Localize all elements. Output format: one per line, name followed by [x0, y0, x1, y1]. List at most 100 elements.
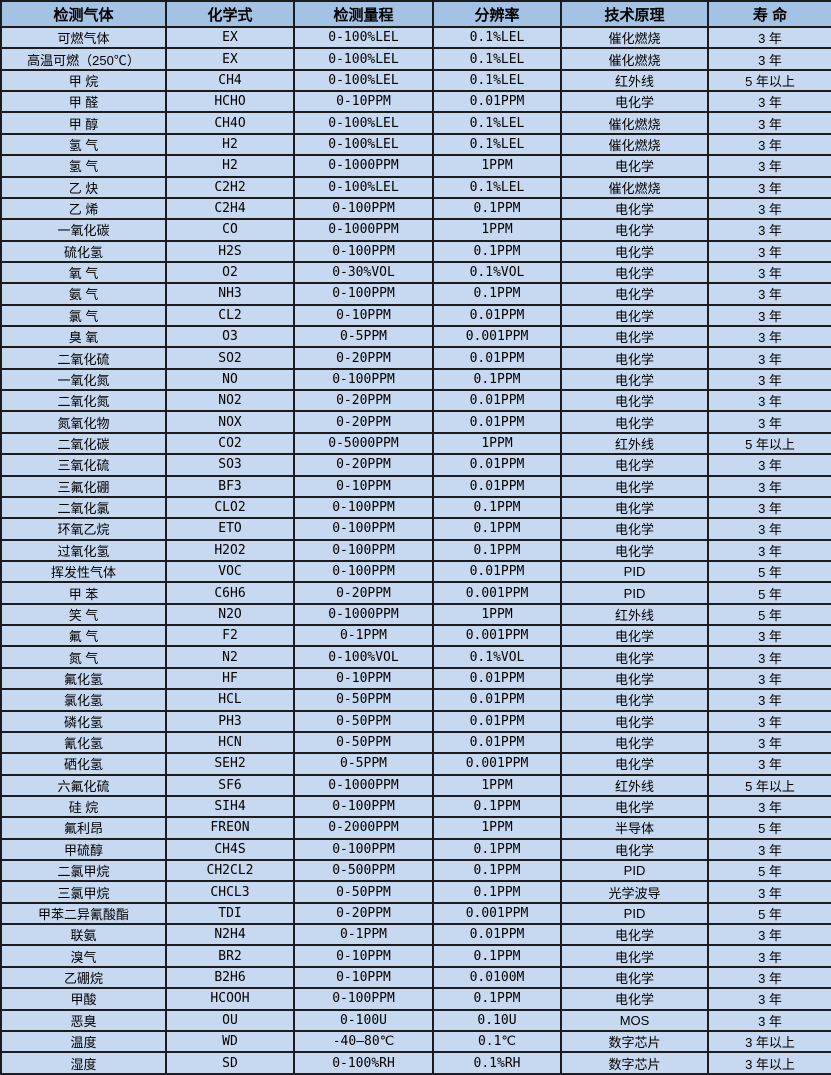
- cell-formula: SO3: [165, 453, 295, 477]
- cell-life: 3 年: [707, 538, 831, 563]
- cell-range: 0-100PPM: [293, 282, 434, 306]
- cell-tech: 电化学: [560, 752, 709, 776]
- cell-formula: CL2: [165, 303, 295, 328]
- cell-gas: 挥发性气体: [0, 559, 167, 584]
- cell-gas: 氟 气: [0, 624, 167, 648]
- cell-res: 1PPM: [432, 218, 562, 242]
- cell-range: 0-5PPM: [293, 325, 434, 349]
- cell-life: 3 年: [707, 410, 831, 434]
- table-row: 氟 气 F2 0-1PPM 0.001PPM 电化学 3 年: [0, 624, 831, 648]
- table-row: 笑 气 N2O 0-1000PPM 1PPM 红外线 5 年: [0, 602, 831, 627]
- cell-gas: 甲 醛: [0, 90, 167, 114]
- cell-res: 1PPM: [432, 602, 562, 627]
- cell-tech: 催化燃烧: [560, 47, 709, 71]
- cell-gas: 六氟化硫: [0, 773, 167, 797]
- cell-formula: H2: [165, 154, 295, 178]
- table-row: 氢 气 H2 0-1000PPM 1PPM 电化学 3 年: [0, 154, 831, 178]
- cell-life: 5 年: [707, 559, 831, 584]
- cell-gas: 温度: [0, 1029, 167, 1054]
- cell-formula: H2: [165, 132, 295, 157]
- table-row: 氟利昂 FREON 0-2000PPM 1PPM 半导体 5 年: [0, 816, 831, 840]
- table-row: 高温可燃（250℃） EX 0-100%LEL 0.1%LEL 催化燃烧 3 年: [0, 47, 831, 71]
- table-row: 联氨 N2H4 0-1PPM 0.01PPM 电化学 3 年: [0, 923, 831, 947]
- cell-range: 0-5PPM: [293, 752, 434, 776]
- cell-formula: OU: [165, 1008, 295, 1032]
- cell-formula: NH3: [165, 282, 295, 306]
- cell-formula: C2H2: [165, 175, 295, 199]
- cell-gas: 氢 气: [0, 132, 167, 157]
- cell-range: 0-10PPM: [293, 965, 434, 990]
- cell-tech: 电化学: [560, 389, 709, 413]
- cell-range: 0-500PPM: [293, 858, 434, 883]
- cell-formula: CH4: [165, 68, 295, 93]
- cell-formula: CH2CL2: [165, 858, 295, 883]
- table-row: 臭 氧 O3 0-5PPM 0.001PPM 电化学 3 年: [0, 325, 831, 349]
- cell-range: 0-100PPM: [293, 987, 434, 1011]
- cell-tech: MOS: [560, 1008, 709, 1032]
- column-header-res: 分辨率: [432, 0, 562, 28]
- cell-tech: 红外线: [560, 68, 709, 93]
- column-header-range: 检测量程: [293, 0, 434, 28]
- cell-res: 0.01PPM: [432, 923, 562, 947]
- cell-gas: 一氧化氮: [0, 367, 167, 392]
- cell-formula: HF: [165, 666, 295, 691]
- cell-tech: 电化学: [560, 965, 709, 990]
- cell-formula: B2H6: [165, 965, 295, 990]
- cell-range: 0-100%LEL: [293, 47, 434, 71]
- cell-res: 0.0100M: [432, 965, 562, 990]
- cell-tech: 催化燃烧: [560, 175, 709, 199]
- cell-range: 0-20PPM: [293, 410, 434, 434]
- table-row: 一氧化碳 CO 0-1000PPM 1PPM 电化学 3 年: [0, 218, 831, 242]
- cell-life: 3 年: [707, 730, 831, 755]
- cell-gas: 甲苯二异氰酸酯: [0, 901, 167, 926]
- cell-res: 1PPM: [432, 431, 562, 456]
- cell-tech: 电化学: [560, 688, 709, 712]
- cell-formula: NOX: [165, 410, 295, 434]
- cell-tech: 红外线: [560, 431, 709, 456]
- cell-formula: H2S: [165, 239, 295, 263]
- cell-life: 5 年: [707, 858, 831, 883]
- cell-gas: 二氯甲烷: [0, 858, 167, 883]
- cell-gas: 臭 氧: [0, 325, 167, 349]
- cell-tech: 电化学: [560, 260, 709, 285]
- cell-life: 5 年以上: [707, 68, 831, 93]
- cell-res: 0.01PPM: [432, 474, 562, 498]
- cell-tech: 数字芯片: [560, 1029, 709, 1054]
- cell-res: 0.1℃: [432, 1029, 562, 1054]
- cell-formula: EX: [165, 47, 295, 71]
- cell-res: 0.01PPM: [432, 346, 562, 370]
- cell-formula: ETO: [165, 517, 295, 541]
- cell-res: 0.10U: [432, 1008, 562, 1032]
- cell-tech: 电化学: [560, 538, 709, 563]
- cell-tech: 电化学: [560, 944, 709, 968]
- cell-gas: 甲酸: [0, 987, 167, 1011]
- cell-formula: HCHO: [165, 90, 295, 114]
- cell-res: 0.1%LEL: [432, 175, 562, 199]
- cell-gas: 氢 气: [0, 154, 167, 178]
- table-row: 甲 烷 CH4 0-100%LEL 0.1%LEL 红外线 5 年以上: [0, 68, 831, 93]
- cell-tech: 电化学: [560, 666, 709, 691]
- cell-gas: 二氧化碳: [0, 431, 167, 456]
- cell-tech: 电化学: [560, 730, 709, 755]
- cell-formula: NO: [165, 367, 295, 392]
- cell-formula: VOC: [165, 559, 295, 584]
- table-row: 硅 烷 SIH4 0-100PPM 0.1PPM 电化学 3 年: [0, 794, 831, 819]
- cell-res: 0.1PPM: [432, 367, 562, 392]
- cell-gas: 硒化氢: [0, 752, 167, 776]
- cell-gas: 笑 气: [0, 602, 167, 627]
- cell-res: 0.01PPM: [432, 453, 562, 477]
- cell-res: 0.1PPM: [432, 239, 562, 263]
- cell-res: 0.1PPM: [432, 538, 562, 563]
- cell-formula: SD: [165, 1051, 295, 1075]
- column-header-gas: 检测气体: [0, 0, 167, 28]
- cell-life: 3 年: [707, 688, 831, 712]
- cell-tech: 电化学: [560, 196, 709, 221]
- cell-tech: PID: [560, 559, 709, 584]
- cell-formula: SEH2: [165, 752, 295, 776]
- cell-life: 3 年: [707, 709, 831, 733]
- cell-formula: SIH4: [165, 794, 295, 819]
- cell-res: 0.1%VOL: [432, 260, 562, 285]
- cell-gas: 过氧化氢: [0, 538, 167, 563]
- cell-range: 0-20PPM: [293, 581, 434, 605]
- cell-life: 3 年: [707, 25, 831, 50]
